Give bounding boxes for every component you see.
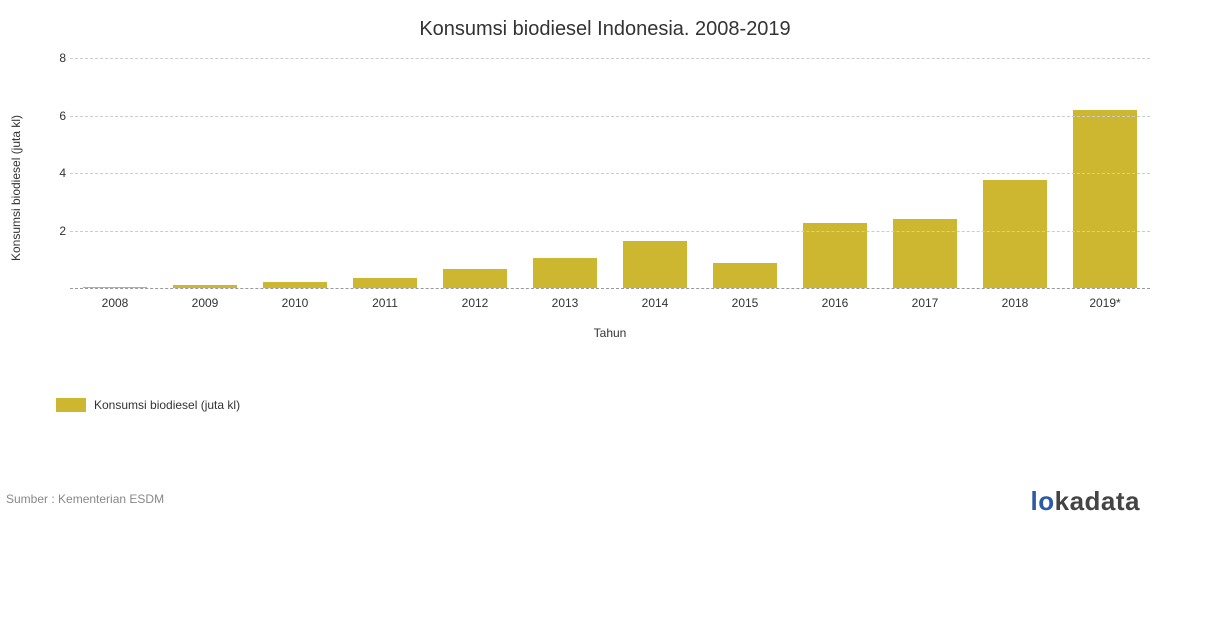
- bar: [83, 287, 148, 288]
- chart-area: Konsumsi biodiesel (juta kl) 20082009201…: [20, 58, 1150, 318]
- x-tick-label: 2019*: [1089, 296, 1120, 310]
- y-tick-label: 2: [48, 224, 66, 238]
- legend: Konsumsi biodiesel (juta kl): [56, 398, 240, 412]
- bar: [443, 269, 508, 288]
- gridline: [70, 116, 1150, 117]
- bar: [983, 180, 1048, 288]
- bar: [893, 219, 958, 288]
- x-tick-label: 2013: [552, 296, 579, 310]
- y-tick-label: 8: [48, 51, 66, 65]
- legend-label: Konsumsi biodiesel (juta kl): [94, 398, 240, 412]
- x-tick-label: 2010: [282, 296, 309, 310]
- x-tick-label: 2009: [192, 296, 219, 310]
- x-tick-label: 2008: [102, 296, 129, 310]
- y-tick-label: 6: [48, 109, 66, 123]
- chart-container: Konsumsi biodiesel Indonesia. 2008-2019 …: [0, 0, 1210, 628]
- brand-part2: kadata: [1055, 486, 1140, 516]
- bar: [263, 282, 328, 288]
- bar: [173, 285, 238, 288]
- y-axis-label: Konsumsi biodiesel (juta kl): [9, 115, 23, 261]
- chart-title: Konsumsi biodiesel Indonesia. 2008-2019: [0, 18, 1210, 41]
- legend-swatch: [56, 398, 86, 412]
- x-tick-label: 2016: [822, 296, 849, 310]
- bar: [803, 223, 868, 288]
- y-tick-label: 4: [48, 166, 66, 180]
- bar: [713, 263, 778, 288]
- x-tick-label: 2011: [372, 296, 398, 310]
- gridline: [70, 231, 1150, 232]
- gridline: [70, 173, 1150, 174]
- bar: [353, 278, 418, 288]
- x-tick-label: 2014: [642, 296, 669, 310]
- bar: [623, 241, 688, 288]
- x-axis-label: Tahun: [70, 326, 1150, 340]
- brand-logo: lokadata: [1031, 486, 1141, 517]
- x-tick-label: 2012: [462, 296, 489, 310]
- x-tick-label: 2017: [912, 296, 939, 310]
- x-tick-label: 2015: [732, 296, 759, 310]
- gridline: [70, 58, 1150, 59]
- bar: [1073, 110, 1138, 288]
- x-tick-label: 2018: [1002, 296, 1029, 310]
- brand-part1: lo: [1031, 486, 1055, 516]
- plot-area: 2008200920102011201220132014201520162017…: [70, 58, 1150, 289]
- source-text: Sumber : Kementerian ESDM: [6, 492, 164, 506]
- bar: [533, 258, 598, 288]
